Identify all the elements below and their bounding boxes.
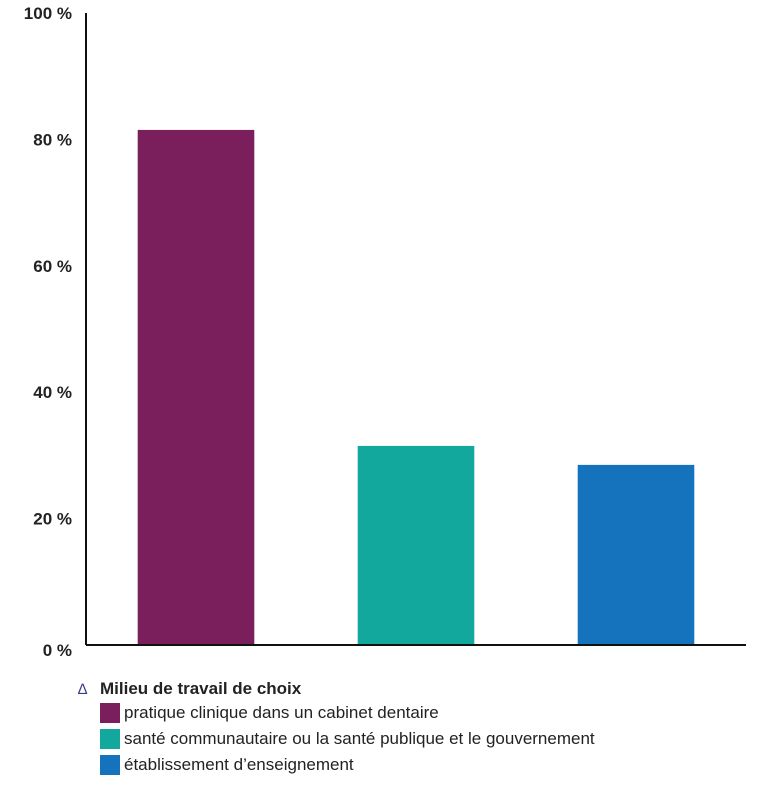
legend-label: santé communautaire ou la santé publique… (124, 729, 595, 748)
legend-item-clinical-practice: pratique clinique dans un cabinet dentai… (100, 700, 595, 726)
legend-swatch (100, 729, 120, 749)
legend-swatch (100, 755, 120, 775)
bar-chart: 0 % 20 % 40 % 60 % 80 % 100 % (24, 4, 746, 660)
y-tick-label: 40 % (33, 383, 72, 402)
y-tick-label: 100 % (24, 4, 72, 23)
legend-item-community-health: santé communautaire ou la santé publique… (100, 726, 595, 752)
legend: ∆ Milieu de travail de choix pratique cl… (78, 678, 595, 778)
y-tick-label: 60 % (33, 257, 72, 276)
legend-label: pratique clinique dans un cabinet dentai… (124, 703, 439, 722)
bar (357, 445, 475, 645)
legend-title-row: ∆ Milieu de travail de choix (78, 678, 595, 700)
bar (577, 464, 695, 645)
y-tick-label: 80 % (33, 130, 72, 149)
bar (137, 129, 255, 646)
y-tick-label: 0 % (43, 641, 72, 660)
y-tick-label: 20 % (33, 510, 72, 529)
legend-swatch (100, 703, 120, 723)
legend-item-education: établissement d’enseignement (100, 752, 595, 778)
y-axis-ticks: 0 % 20 % 40 % 60 % 80 % 100 % (24, 4, 72, 660)
triangle-icon: ∆ (78, 680, 88, 698)
legend-title: Milieu de travail de choix (100, 679, 302, 698)
legend-label: établissement d’enseignement (124, 755, 354, 774)
bars (137, 129, 695, 646)
